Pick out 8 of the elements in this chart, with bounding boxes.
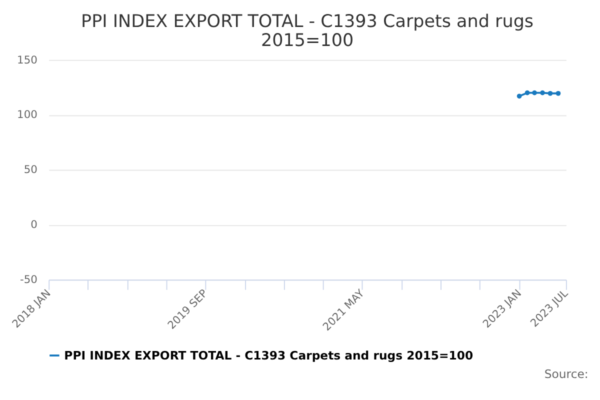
y-tick-label: 0	[30, 218, 38, 232]
y-tick-label: -50	[20, 273, 38, 286]
y-tick-label: 50	[24, 163, 38, 176]
chart-title: PPI INDEX EXPORT TOTAL - C1393 Carpets and rugs 2015=100	[81, 12, 534, 52]
y-tick-label: 100	[17, 108, 38, 122]
legend-label: PPI INDEX EXPORT TOTAL - C1393 Carpets and rugs 2015=100	[64, 348, 474, 362]
source-note: Source:	[544, 366, 588, 381]
y-tick-label: 150	[17, 53, 38, 66]
